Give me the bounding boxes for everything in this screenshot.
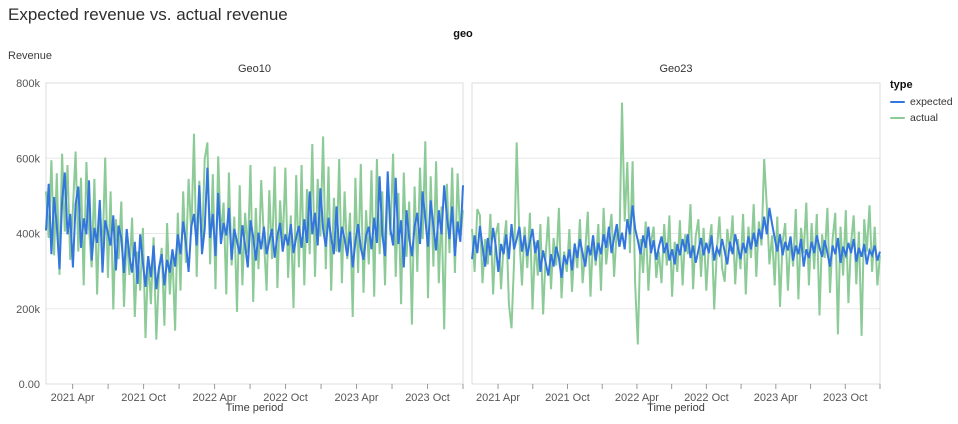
legend-item-expected: expected [890,96,953,108]
y-axis-tick-label: 600k [16,153,40,165]
y-axis-tick-label: 0.00 [19,379,40,391]
panel-title-geo10: Geo10 [237,63,272,75]
legend-title: type [890,79,913,91]
y-axis-tick-label: 200k [16,304,40,316]
panel-border [45,82,464,385]
panel-geo23: 2021 Apr 2021 Oct 2022 Apr 2022 Oct 2023 Apr… [471,82,881,404]
panel-title-geo23: Geo23 [659,63,693,75]
x-axis-title-geo23: Time period [647,402,705,414]
legend: type expected actual [890,79,953,128]
y-axis-tick-label: 400k [16,229,40,241]
expected-line-swatch-icon [890,100,905,104]
actual-line-swatch-icon [890,116,905,120]
chart-title: Expected revenue vs. actual revenue [8,5,288,24]
x-axis-tick-label: 2021 Oct [545,392,590,404]
y-axis-tick-label: 800k [16,78,40,90]
x-axis-tick-label: 2023 Oct [823,392,868,404]
x-axis-tick-label: 2023 Apr [754,392,798,404]
y-axis-title: Revenue [8,50,53,62]
series-actual-line [471,102,881,345]
legend-label-actual: actual [910,112,939,124]
series-expected-line [45,167,464,290]
legend-item-actual: actual [890,112,953,124]
x-axis-tick-label: 2021 Apr [51,392,95,404]
facet-header-label: geo [453,28,473,40]
x-axis-tick-label: 2023 Oct [405,392,450,404]
x-axis-tick-label: 2023 Apr [335,392,379,404]
x-axis-tick-label: 2022 Apr [615,392,659,404]
x-axis-tick-label: 2021 Apr [476,392,520,404]
series-expected-line [471,205,881,279]
x-axis-tick-label: 2021 Oct [121,392,166,404]
legend-label-expected: expected [910,96,953,108]
x-axis-title-geo10: Time period [225,402,284,414]
panel-geo10: 2021 Apr 2021 Oct 2022 Apr 2022 Oct 2023 Apr… [45,82,464,404]
x-axis-tick-label: 2022 Apr [193,392,237,404]
x-axis-tick-label: 2022 Oct [684,392,729,404]
x-axis-tick-label: 2022 Oct [263,392,308,404]
